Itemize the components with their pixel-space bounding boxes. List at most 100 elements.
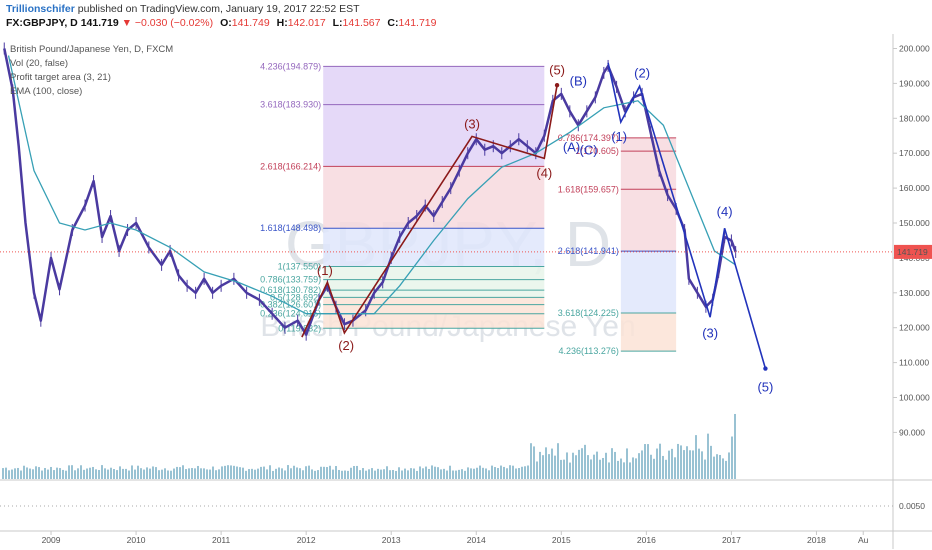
low-label: L:: [332, 17, 343, 29]
volume-bar: [533, 446, 535, 479]
volume-bar: [167, 470, 169, 479]
wave-label: (4): [536, 165, 552, 180]
volume-bar: [416, 470, 418, 479]
volume-bar: [464, 470, 466, 479]
volume-bar: [410, 468, 412, 479]
volume-bar: [677, 443, 679, 479]
volume-bar: [233, 465, 235, 479]
volume-bar: [305, 466, 307, 479]
volume-bar: [587, 455, 589, 479]
volume-bar: [632, 457, 634, 479]
volume-bar: [5, 467, 7, 479]
volume-bar: [581, 448, 583, 479]
volume-bar: [251, 468, 253, 479]
volume-bar: [44, 468, 46, 479]
volume-bar: [386, 466, 388, 479]
volume-bar: [689, 450, 691, 479]
axes: 200.000 190.000 180.000 170.000 160.000 150.0…: [0, 34, 932, 549]
volume-bar: [551, 448, 553, 479]
volume-bar: [332, 469, 334, 479]
volume-bar: [455, 470, 457, 479]
volume-bar: [734, 413, 736, 479]
volume-bar: [545, 447, 547, 479]
volume-bar: [320, 466, 322, 479]
fib-level-label-left: 0.382(126.601): [260, 300, 321, 310]
wave-label: (1): [611, 129, 627, 144]
x-tick-label: 2010: [127, 535, 146, 545]
symbol-label[interactable]: FX:GBPJPY, D: [6, 17, 78, 29]
fib-band-left: [323, 279, 545, 291]
volume-bar: [479, 465, 481, 479]
author-link[interactable]: Trillionschifer: [6, 3, 75, 15]
volume-bar: [401, 470, 403, 479]
volume-bar: [128, 470, 130, 479]
fib-level-label-left: 1(137.550): [278, 261, 322, 271]
x-tick-label: 2009: [42, 535, 61, 545]
fib-level-label-left: 0.618(130.782): [260, 285, 321, 295]
volume-bar: [329, 465, 331, 479]
volume-bar: [713, 456, 715, 479]
volume-bar: [164, 468, 166, 479]
wave-label: (3): [702, 325, 718, 340]
volume-bar: [497, 468, 499, 479]
volume-bar: [503, 466, 505, 479]
volume-bar: [368, 469, 370, 479]
legend: British Pound/Japanese Yen, D, FXCM Vol …: [10, 44, 173, 97]
volume-bar: [197, 465, 199, 479]
volume-bar: [485, 468, 487, 479]
last-price-tag: [894, 244, 932, 259]
wave-path: [301, 84, 558, 338]
volume-bar: [83, 469, 85, 479]
price-change: ▼ −0.030 (−0.02%): [121, 17, 214, 29]
volume-bar: [65, 470, 67, 479]
fib-band-left: [323, 266, 545, 280]
volume-bar: [290, 468, 292, 479]
volume-bar: [218, 469, 220, 479]
wave-label: (B): [570, 73, 587, 88]
volume-bar: [710, 445, 712, 479]
volume-bar: [683, 450, 685, 479]
volume-bar: [296, 467, 298, 479]
price-chart[interactable]: GBPJPY, D British Pound/Japanese Yen 4.2…: [0, 34, 932, 550]
volume-bar: [170, 470, 172, 479]
volume-bar: [77, 468, 79, 479]
wave-label: (5): [549, 62, 565, 77]
volume-bar: [362, 468, 364, 479]
fib-band-left: [323, 104, 545, 167]
volume-bar: [680, 445, 682, 479]
wave-label: (A): [563, 140, 580, 155]
volume-bar: [374, 470, 376, 479]
fib-band-right: [620, 312, 677, 352]
volume-bar: [191, 468, 193, 479]
last-price-tag-label: 141.719: [897, 247, 928, 257]
volume-bar: [53, 470, 55, 479]
ohlc-line: FX:GBPJPY, D 141.719 ▼ −0.030 (−0.02%) O…: [6, 17, 436, 29]
volume-bar: [17, 467, 19, 479]
volume-bar: [257, 468, 259, 479]
volume-bar: [473, 468, 475, 479]
fib-level-label-left: 3.618(183.930): [260, 100, 321, 110]
volume-bar: [404, 468, 406, 479]
y-tick-label: 200.000: [899, 44, 930, 54]
volume-bar: [152, 466, 154, 479]
volume-bar: [422, 468, 424, 479]
volume-bar: [62, 469, 64, 479]
volume-bar: [392, 470, 394, 479]
volume-bar: [560, 459, 562, 479]
open-label: O:: [220, 17, 232, 29]
volume-bar: [302, 470, 304, 479]
volume-bar: [323, 466, 325, 479]
volume-bar: [131, 465, 133, 479]
volume-bar: [230, 465, 232, 479]
volume-bar: [425, 466, 427, 479]
volume-bar: [236, 466, 238, 479]
volume-bar: [431, 465, 433, 479]
volume-bar: [428, 468, 430, 479]
volume-bar: [125, 468, 127, 479]
wave-label: (C): [580, 142, 598, 157]
volume-bar: [647, 444, 649, 479]
volume-bar: [176, 466, 178, 479]
volume-bar: [575, 455, 577, 479]
volume-bar: [266, 469, 268, 479]
volume-bar: [281, 468, 283, 479]
